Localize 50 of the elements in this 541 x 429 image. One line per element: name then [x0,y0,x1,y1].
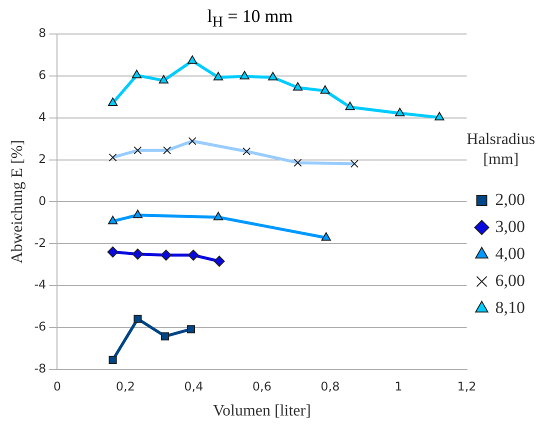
legend-label: 8,10 [495,298,525,317]
chart-title: l$_{H}$ = 10 mm [207,6,293,31]
x-tick-label: 0 [53,380,61,394]
y-tick-label: -4 [34,278,46,292]
point [160,332,170,340]
y-tick-label: 4 [38,110,46,124]
x-tick-label: 1 [394,380,402,394]
point [268,72,278,80]
point [292,82,303,91]
point [395,108,405,116]
y-tick-label: 0 [38,194,46,208]
y-tick-label: 8 [38,26,46,40]
point [186,325,195,334]
point [321,232,331,241]
point [132,248,144,260]
point [132,210,143,218]
legend-title: Halsradius [mm] [466,131,536,168]
x-tick-label: 0,4 [184,380,204,394]
point [132,70,142,78]
point [214,256,225,267]
point [240,70,250,80]
point [108,216,118,224]
legend-label: 6,00 [495,270,525,290]
y-axis-title: Abweichung E [%] [8,140,26,264]
point [188,55,198,64]
point [320,85,330,94]
legend-label: 4,00 [495,244,525,263]
point [107,246,118,258]
x-tick-label: 1,2 [457,380,476,394]
point [188,250,199,261]
point [158,75,168,84]
point [434,112,444,120]
point [213,212,224,220]
point [108,97,118,106]
point [134,314,142,323]
point [160,250,172,261]
point [213,72,224,80]
y-tick-label: 2 [38,152,46,166]
point [345,102,355,110]
y-tick-label: 6 [38,68,46,82]
x-tick-label: 0,8 [320,380,340,394]
point [108,356,117,364]
legend-label: 3,00 [495,216,525,236]
y-tick-label: -6 [34,320,46,334]
y-tick-label: -8 [34,362,46,376]
x-tick-label: 0,2 [116,380,135,394]
x-axis-title: Volumen [liter] [213,402,311,420]
legend-label: 2,00 [495,190,525,209]
x-tick-label: 0,6 [252,380,272,394]
y-tick-label: -2 [34,236,46,250]
